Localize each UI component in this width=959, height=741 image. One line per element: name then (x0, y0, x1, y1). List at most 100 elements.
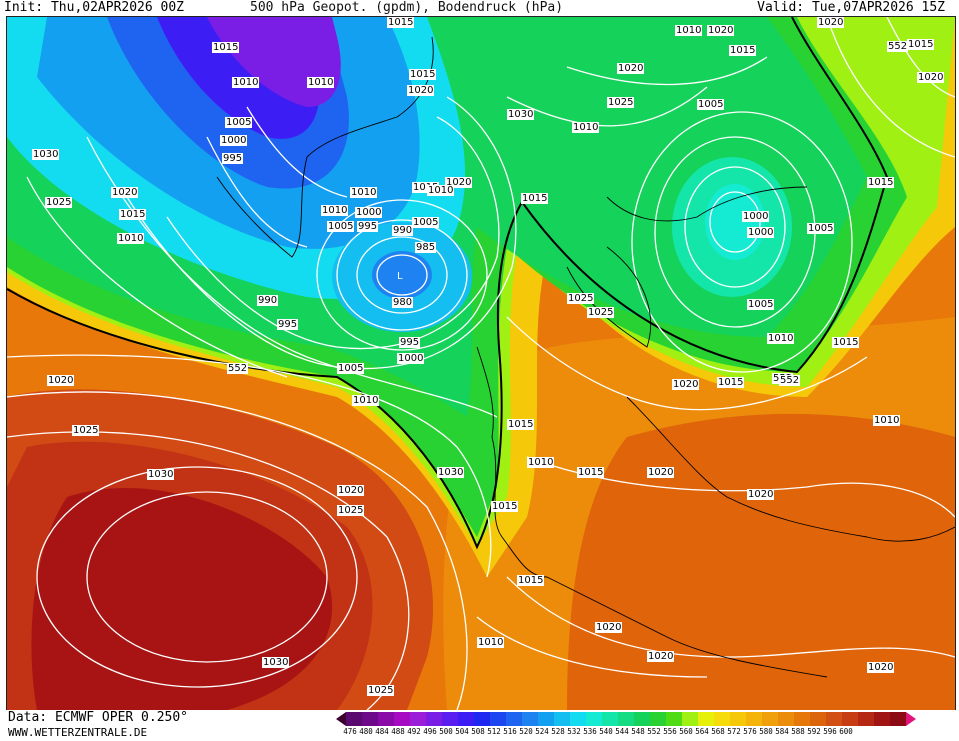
scale-swatch (634, 712, 650, 726)
scale-label: 492 (407, 727, 421, 736)
scale-label: 480 (359, 727, 373, 736)
isobar-label: 1020 (867, 662, 895, 673)
scale-label: 552 (647, 727, 661, 736)
scale-swatch (458, 712, 474, 726)
isobar-label: 1010 (873, 415, 901, 426)
scale-swatch (682, 712, 698, 726)
isobar-label: 1010 (572, 122, 600, 133)
isobar-label: 1020 (672, 379, 700, 390)
weather-map: L 1015 1015 1010 1010 1005 1000 995 1030 1020 102… (6, 16, 956, 711)
scale-label: 596 (823, 727, 837, 736)
scale-swatch (506, 712, 522, 726)
scale-label: 516 (503, 727, 517, 736)
isobar-label: 1010 (307, 77, 335, 88)
isobar-label: 1015 (409, 69, 437, 80)
isobar-label: 1020 (445, 177, 473, 188)
scale-label: 504 (455, 727, 469, 736)
isobar-label: 1015 (577, 467, 605, 478)
isobar-label: 1015 (119, 209, 147, 220)
isobar-label: 1015 (507, 419, 535, 430)
scale-label: 564 (695, 727, 709, 736)
isobar-label: 1025 (607, 97, 635, 108)
isobar-label: 1015 (212, 42, 240, 53)
isobar-label: 1025 (337, 505, 365, 516)
scale-label: 484 (375, 727, 389, 736)
isobar-label: 1020 (595, 622, 623, 633)
init-time: Init: Thu,02APR2026 00Z (4, 0, 185, 15)
isobar-label: 1010 (767, 333, 795, 344)
isobar-label: 1005 (412, 217, 440, 228)
scale-swatch (426, 712, 442, 726)
scale-label: 528 (551, 727, 565, 736)
isobar-label: 1015 (832, 337, 860, 348)
scale-label: 524 (535, 727, 549, 736)
isobar-label: 1015 (907, 39, 935, 50)
isobar-label: 985 (415, 242, 437, 253)
scale-swatch (762, 712, 778, 726)
isobar-label: 1020 (747, 489, 775, 500)
isobar-label: 552 (227, 363, 249, 374)
isobar-label: 995 (277, 319, 299, 330)
scale-swatch (826, 712, 842, 726)
isobar-label: 1015 (729, 45, 757, 56)
scale-swatch (714, 712, 730, 726)
valid-time: Valid: Tue,07APR2026 15Z (757, 0, 945, 15)
scale-label: 592 (807, 727, 821, 736)
scale-label: 488 (391, 727, 405, 736)
isobar-label: 1005 (747, 299, 775, 310)
isobar-label: 1010 (527, 457, 555, 468)
color-scale-labels: 476 480 484 488 492 496 500 504 508 512 516 520 524 5… (342, 727, 916, 737)
scale-label: 548 (631, 727, 645, 736)
scale-label: 584 (775, 727, 789, 736)
scale-label: 508 (471, 727, 485, 736)
isobar-label: 1010 (350, 187, 378, 198)
isobar-label: 1010 (321, 205, 349, 216)
isobar-label: 1000 (220, 135, 248, 146)
scale-label: 588 (791, 727, 805, 736)
isobar-label: 552 (887, 41, 909, 52)
isobar-label: 1020 (817, 17, 845, 28)
isobar-label: 995 (222, 153, 244, 164)
isobar-label: 1010 (477, 637, 505, 648)
scale-label: 600 (839, 727, 853, 736)
map-footer: Data: ECMWF OPER 0.250° WWW.WETTERZENTRA… (0, 710, 959, 741)
scale-swatch (778, 712, 794, 726)
isobar-label: 1020 (111, 187, 139, 198)
scale-swatch (874, 712, 890, 726)
isobar-label: 1020 (407, 85, 435, 96)
scale-swatch (794, 712, 810, 726)
scale-arrow-right-icon (906, 712, 916, 726)
scale-swatch (586, 712, 602, 726)
scale-swatch (538, 712, 554, 726)
isobar-label: 995 (399, 337, 421, 348)
isobar-label: 1025 (45, 197, 73, 208)
isobar-label: 1025 (72, 425, 100, 436)
color-scale-bar (336, 711, 916, 727)
isobar-label: 1030 (262, 657, 290, 668)
scale-label: 540 (599, 727, 613, 736)
scale-label: 576 (743, 727, 757, 736)
isobar-label: 1010 (427, 185, 455, 196)
scale-label: 496 (423, 727, 437, 736)
scale-swatch (474, 712, 490, 726)
scale-swatch (666, 712, 682, 726)
data-source: Data: ECMWF OPER 0.250° (8, 710, 189, 725)
scale-swatch (378, 712, 394, 726)
scale-swatch (842, 712, 858, 726)
isobar-label: 995 (357, 221, 379, 232)
isobar-label: 1010 (352, 395, 380, 406)
website-credit: WWW.WETTERZENTRALE.DE (8, 726, 148, 739)
isobar-label: 1005 (327, 221, 355, 232)
isobar-label: 1030 (147, 469, 175, 480)
scale-swatch (570, 712, 586, 726)
scale-swatch (602, 712, 618, 726)
scale-swatch (858, 712, 874, 726)
isobar-label: 1005 (225, 117, 253, 128)
scale-swatch (410, 712, 426, 726)
scale-label: 520 (519, 727, 533, 736)
scale-swatch (394, 712, 410, 726)
isobar-label: 1030 (507, 109, 535, 120)
color-scale: 476 480 484 488 492 496 500 504 508 512 516 520 524 5… (336, 711, 916, 737)
isobar-label: 980 (392, 297, 414, 308)
scale-label: 476 (343, 727, 357, 736)
